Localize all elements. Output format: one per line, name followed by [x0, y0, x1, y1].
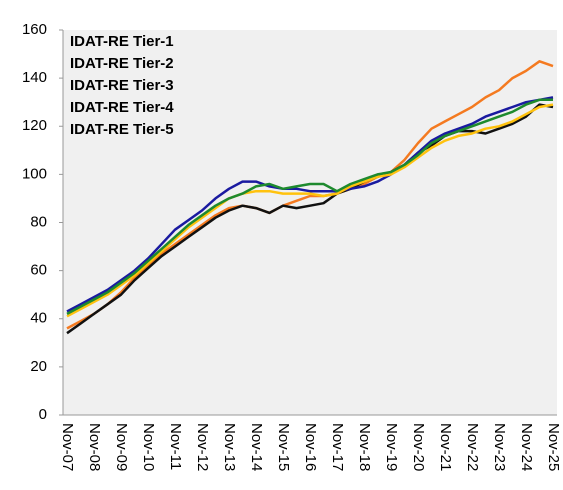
series-line: [66, 103, 554, 318]
x-tick-label: Nov-12: [194, 423, 211, 471]
legend-entry: IDAT-RE Tier-2: [70, 55, 174, 72]
y-tick-label: 20: [30, 358, 47, 375]
x-tick-label: Nov-22: [464, 423, 481, 471]
x-tick-label: Nov-19: [383, 423, 400, 471]
x-tick-label: Nov-09: [113, 423, 130, 471]
legend-entry: IDAT-RE Tier-3: [70, 77, 174, 94]
x-tick-label: Nov-21: [437, 423, 454, 471]
x-tick-label: Nov-23: [491, 423, 508, 471]
x-tick-label: Nov-24: [518, 423, 535, 471]
series-line: [66, 98, 553, 316]
x-tick-label: Nov-17: [329, 423, 346, 471]
legend-entry: IDAT-RE Tier-5: [70, 121, 174, 138]
legend-entry: IDAT-RE Tier-1: [70, 33, 174, 50]
x-tick-label: Nov-07: [59, 423, 76, 471]
y-tick-label: 0: [39, 406, 47, 423]
x-tick-label: Nov-11: [167, 423, 184, 470]
x-tick-label: Nov-25: [545, 423, 562, 471]
x-tick-label: Nov-10: [140, 423, 157, 471]
x-tick-label: Nov-20: [410, 423, 427, 471]
x-tick-label: Nov-13: [221, 423, 238, 471]
x-tick-label: Nov-14: [248, 423, 265, 471]
series-line: [66, 60, 554, 330]
x-tick-label: Nov-08: [86, 423, 103, 471]
plot-area: [63, 30, 557, 415]
y-tick-label: 100: [22, 165, 47, 182]
series-line: [66, 96, 554, 313]
y-tick-label: 160: [22, 21, 47, 38]
y-tick-label: 120: [22, 117, 47, 134]
legend-entry: IDAT-RE Tier-4: [70, 99, 174, 116]
x-tick-label: Nov-18: [356, 423, 373, 471]
y-tick-label: 40: [30, 310, 47, 327]
y-tick-label: 140: [22, 69, 47, 86]
y-tick-label: 60: [30, 262, 47, 279]
x-tick-label: Nov-15: [275, 423, 292, 471]
x-tick-label: Nov-16: [302, 423, 319, 471]
series-line: [66, 103, 554, 335]
y-tick-label: 80: [30, 213, 47, 230]
